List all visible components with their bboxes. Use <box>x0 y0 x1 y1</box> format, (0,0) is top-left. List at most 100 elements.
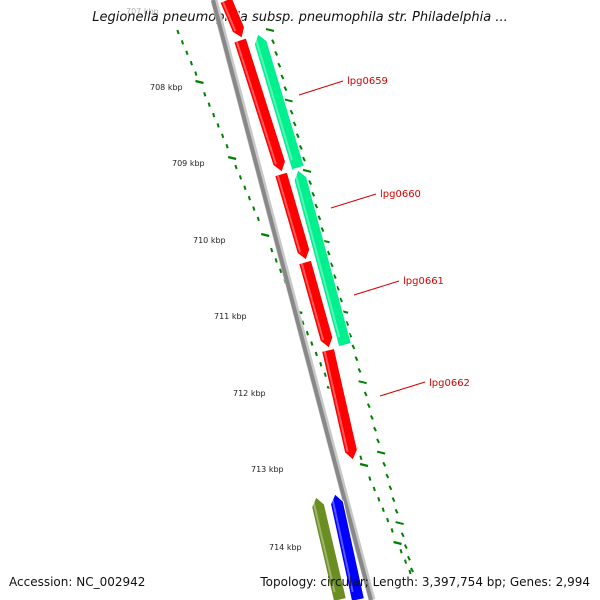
ruler-label: 711 kbp <box>214 312 247 321</box>
gene-callout-line <box>330 193 377 209</box>
ruler-minor-tick <box>305 330 309 336</box>
ruler-outer-tick <box>311 191 316 197</box>
ruler-minor-tick <box>310 341 314 346</box>
ruler-label: 709 kbp <box>172 159 205 168</box>
ruler-outer-tick <box>271 39 275 45</box>
ruler-minor-tick <box>386 517 390 523</box>
ruler-outer-tick <box>329 262 334 268</box>
ruler-minor-tick <box>221 133 225 139</box>
ruler-outer-tick <box>376 450 386 455</box>
ruler-outer-tick <box>339 297 343 303</box>
gene-arrow-lpg0660 <box>274 171 311 261</box>
ruler-minor-tick <box>381 507 385 512</box>
ruler-outer-tick <box>298 144 303 150</box>
ruler-major-tick <box>359 462 369 468</box>
ruler-outer-tick <box>385 473 390 479</box>
ruler-major-tick <box>227 155 237 161</box>
ruler-outer-tick <box>407 555 411 561</box>
gene-arrow-lpg0659-highlight <box>235 40 277 165</box>
gene-arrow-blue-highlight <box>330 494 354 593</box>
gene-arrow-reverse-1 <box>253 33 305 171</box>
ruler-minor-tick <box>399 548 403 554</box>
ruler-outer-tick <box>410 567 414 573</box>
ruler-minor-tick <box>270 247 274 253</box>
ruler-outer-tick <box>351 344 356 350</box>
ruler-outer-tick <box>345 321 350 326</box>
callout-layer: lpg0659 lpg0660 lpg0661 lpg0662 <box>298 76 470 397</box>
ruler-outer-tick <box>274 51 279 56</box>
ruler-minor-tick <box>390 528 394 533</box>
ruler-minor-tick <box>189 60 193 66</box>
ruler-outer-tick <box>400 532 405 538</box>
ruler-minor-tick <box>372 486 376 492</box>
ruler-minor-tick <box>185 50 189 56</box>
ruler-minor-tick <box>274 258 278 263</box>
ruler-minor-tick <box>377 497 381 502</box>
gene-callout-line <box>298 80 344 96</box>
ruler-minor-tick <box>368 476 372 481</box>
gene-arrow-top-highlight <box>221 0 237 32</box>
gene-arrow-olive <box>311 496 347 600</box>
gene-arrow-lpg0661-highlight <box>300 262 325 341</box>
gene-label-lpg0662[interactable]: lpg0662 <box>429 378 470 389</box>
ruler-outer-tick <box>394 508 399 514</box>
ruler-minor-tick <box>225 143 229 149</box>
gene-arrow-reverse-1-highlight <box>253 34 294 161</box>
ruler-labels: 707 kbp 708 kbp 709 kbp 710 kbp 711 kbp 712 k… <box>126 7 302 552</box>
ruler-outer-tick <box>388 485 393 491</box>
ruler-minor-tick <box>207 102 211 107</box>
ruler-outer-tick <box>280 74 285 80</box>
ruler-label: 712 kbp <box>233 389 266 398</box>
gene-arrow-top <box>219 0 246 39</box>
ruler-minor-tick <box>323 372 327 377</box>
ruler-outer-tick <box>369 414 374 420</box>
ruler-minor-tick <box>256 216 260 222</box>
ruler-outer-tick <box>403 544 408 549</box>
gene-arrow-reverse-2 <box>293 169 352 348</box>
ruler-major-tick <box>393 540 402 546</box>
ruler-minor-tick <box>216 123 220 128</box>
ruler-major-tick <box>195 79 204 85</box>
ruler-outer-tick <box>292 121 297 127</box>
ruler-label: 714 kbp <box>269 543 302 552</box>
accession-text: Accession: NC_002942 <box>9 575 146 589</box>
gene-arrow-lpg0661 <box>298 259 334 349</box>
ruler-major-tick <box>260 232 270 238</box>
ruler-outer-tick <box>295 133 300 139</box>
ruler-minor-tick <box>238 175 243 180</box>
ruler-minor-tick <box>176 29 180 35</box>
gene-label-lpg0659[interactable]: lpg0659 <box>347 76 388 87</box>
ruler-minor-tick <box>212 112 216 118</box>
gene-arrow-reverse-2-highlight <box>293 170 341 338</box>
ruler-outer-tick <box>391 497 396 503</box>
map-title: Legionella pneumophila subsp. pneumophil… <box>92 10 508 25</box>
ruler-minor-tick <box>194 71 198 76</box>
gene-label-lpg0661[interactable]: lpg0661 <box>403 276 444 287</box>
ruler-outer-tick <box>320 227 325 233</box>
ruler-outer-tick <box>314 203 319 209</box>
ruler-outer-tick <box>308 180 313 186</box>
ruler-minor-tick <box>314 351 318 357</box>
ruler-minor-tick <box>301 320 305 326</box>
gene-label-lpg0660[interactable]: lpg0660 <box>380 189 421 200</box>
ruler-minor-tick <box>408 569 412 575</box>
ruler-label: 710 kbp <box>193 236 226 245</box>
gene-arrow-lpg0659 <box>233 37 286 173</box>
ruler-outer-tick <box>395 521 404 526</box>
ruler-label: 713 kbp <box>251 465 284 474</box>
ruler-outer-tick <box>265 28 275 32</box>
ruler-outer-tick <box>363 391 368 397</box>
ruler-minor-tick <box>247 195 251 201</box>
ruler-outer-tick <box>317 215 322 221</box>
ruler-outer-tick <box>283 86 288 92</box>
ruler-minor-tick <box>279 268 283 274</box>
ruler-outer-tick <box>366 403 371 409</box>
ruler-outer-tick <box>336 285 340 291</box>
ruler-minor-tick <box>243 185 247 191</box>
ruler-outer-tick <box>358 380 367 385</box>
ruler-minor-tick <box>252 206 256 211</box>
ruler-minor-tick <box>359 455 363 461</box>
ruler-outer-tick <box>277 62 282 68</box>
ruler-outer-tick <box>348 332 353 338</box>
